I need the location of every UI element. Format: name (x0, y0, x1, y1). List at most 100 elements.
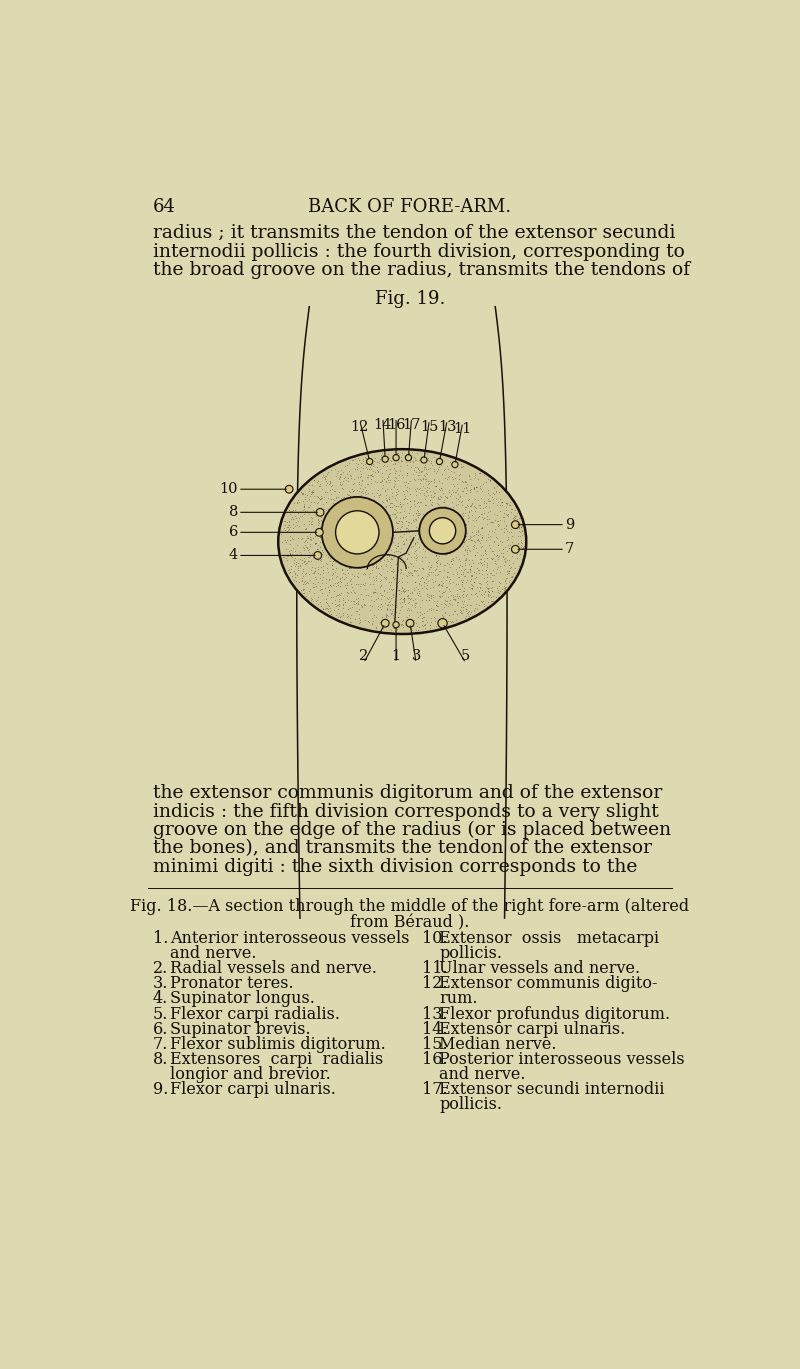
Point (369, 509, 382, 531)
Point (408, 478, 421, 500)
Point (321, 511, 334, 533)
Point (379, 487, 392, 509)
Point (372, 545, 385, 567)
Point (285, 554, 298, 576)
Point (345, 604, 358, 626)
Point (323, 504, 336, 526)
Point (387, 527, 400, 549)
Point (437, 490, 450, 512)
Point (419, 515, 432, 537)
Point (515, 520, 528, 542)
Point (418, 452, 430, 474)
Point (320, 568, 333, 590)
Point (344, 557, 357, 579)
Point (384, 597, 397, 619)
Point (411, 491, 424, 513)
Point (377, 539, 390, 561)
Point (325, 517, 338, 539)
Point (336, 478, 349, 500)
Point (424, 511, 437, 533)
Point (439, 576, 452, 598)
Point (402, 511, 414, 533)
Point (365, 596, 378, 617)
Point (405, 600, 418, 622)
Point (401, 463, 414, 485)
Point (434, 553, 446, 575)
Point (444, 589, 457, 611)
Point (516, 533, 529, 554)
Point (385, 602, 398, 624)
Point (317, 563, 330, 585)
Point (362, 505, 374, 527)
Point (431, 460, 444, 482)
Point (337, 587, 350, 609)
Point (410, 549, 422, 571)
Point (458, 538, 471, 560)
Point (462, 507, 475, 528)
Point (470, 509, 482, 531)
Point (362, 474, 374, 496)
Point (454, 512, 467, 534)
Point (442, 565, 455, 587)
Point (285, 545, 298, 567)
Point (452, 507, 465, 528)
Point (473, 461, 486, 483)
Point (512, 537, 525, 559)
Point (339, 591, 352, 613)
Point (376, 583, 389, 605)
Text: Posterior interosseous vessels: Posterior interosseous vessels (439, 1050, 685, 1068)
Point (410, 485, 422, 507)
Point (389, 537, 402, 559)
Point (332, 606, 345, 628)
Point (421, 457, 434, 479)
Point (456, 520, 469, 542)
Point (417, 538, 430, 560)
Text: 14: 14 (374, 418, 392, 431)
Point (324, 504, 337, 526)
Point (401, 586, 414, 608)
Point (377, 498, 390, 520)
Point (391, 556, 404, 578)
Point (513, 554, 526, 576)
Point (321, 507, 334, 528)
Point (449, 507, 462, 528)
Point (372, 523, 385, 545)
Point (414, 471, 426, 493)
Point (468, 463, 481, 485)
Point (460, 535, 473, 557)
Point (418, 485, 430, 507)
Point (338, 486, 350, 508)
Point (441, 565, 454, 587)
Point (374, 483, 386, 505)
Point (322, 522, 335, 543)
Point (473, 494, 486, 516)
Point (334, 530, 347, 552)
Point (353, 541, 366, 563)
Point (455, 524, 468, 546)
Point (373, 533, 386, 554)
Point (447, 519, 460, 541)
Point (321, 557, 334, 579)
Point (398, 593, 411, 615)
Point (403, 490, 416, 512)
Point (332, 574, 345, 596)
Point (467, 478, 480, 500)
Text: 2.: 2. (153, 961, 168, 977)
Point (337, 511, 350, 533)
Point (438, 543, 451, 565)
Point (312, 491, 325, 513)
Point (334, 571, 347, 593)
Point (359, 500, 372, 522)
Point (422, 537, 435, 559)
Point (364, 537, 377, 559)
Point (282, 511, 295, 533)
Point (502, 554, 515, 576)
Point (379, 605, 392, 627)
Point (449, 516, 462, 538)
Point (411, 478, 424, 500)
Point (282, 519, 295, 541)
Point (468, 508, 481, 530)
Circle shape (438, 619, 447, 628)
Point (444, 611, 457, 632)
Point (467, 524, 480, 546)
